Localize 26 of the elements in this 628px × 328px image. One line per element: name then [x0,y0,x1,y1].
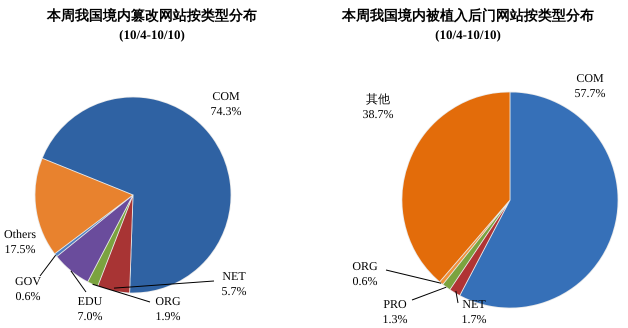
data-label: 0.6% [352,274,378,288]
chart-subtitle: (10/4-10/10) [119,27,185,42]
slice-label: ORG [155,294,181,308]
data-label: 0.6% [16,289,40,303]
slice-label: NET [222,269,246,283]
slice-label: 其他 [366,92,390,106]
slice-label: EDU [78,294,103,308]
data-label: 17.5% [4,242,36,256]
data-label: 1.3% [382,312,408,326]
slice-label: COM [212,89,240,103]
slice-label: Others [4,227,36,241]
data-label: 38.7% [362,107,394,121]
slice-label: NET [462,297,486,311]
data-label: 5.7% [222,284,246,298]
data-label: 1.7% [462,312,486,326]
data-label: 7.0% [78,309,102,323]
slice-label: PRO [383,297,408,311]
chart-subtitle: (10/4-10/10) [435,27,501,42]
slice-label: COM [576,71,604,85]
chart-title: 本周我国境内篡改网站按类型分布 [46,7,257,24]
data-label: 74.3% [210,104,242,118]
data-label: 57.7% [574,86,606,100]
chart-title: 本周我国境内被植入后门网站按类型分布 [341,7,594,24]
data-label: 1.9% [156,309,180,323]
slice-label: ORG [352,259,378,273]
slice-label: GOV [15,274,42,288]
